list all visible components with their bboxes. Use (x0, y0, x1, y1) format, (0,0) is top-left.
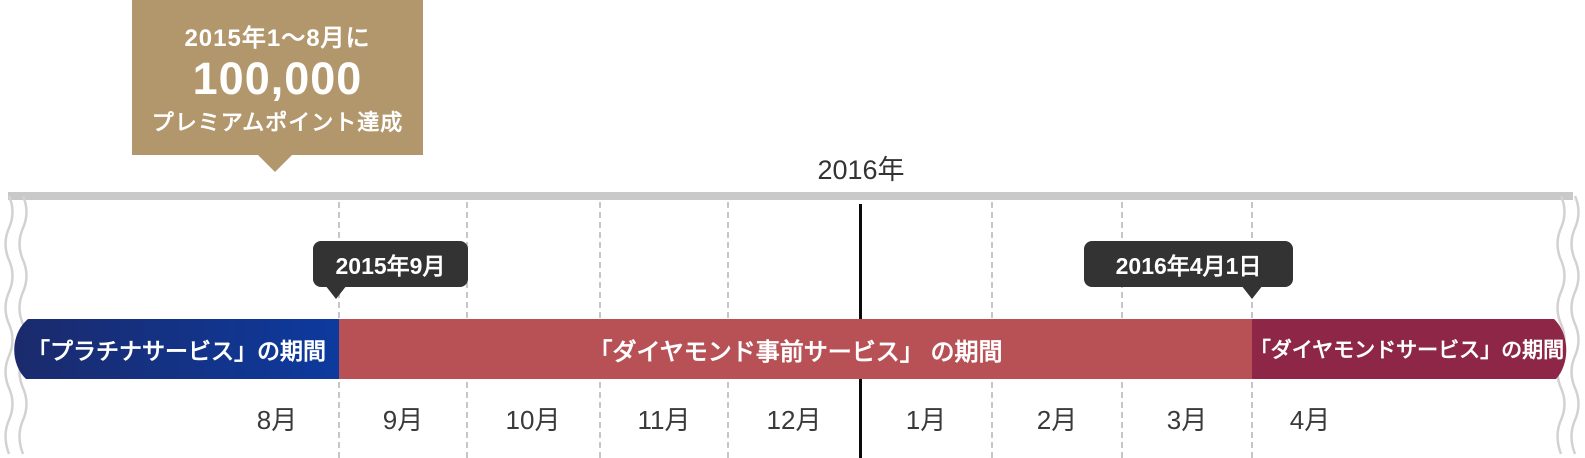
badge-pointer-arrow-icon (1241, 285, 1263, 299)
right-torn-edge-icon (1556, 196, 1580, 455)
timeline-top-border (8, 192, 1573, 200)
month-label-apr: 4月 (1289, 405, 1331, 435)
month-label-nov: 11月 (637, 405, 691, 435)
callout-period-text: 2015年1〜8月に (184, 25, 371, 53)
month-label-aug: 8月 (256, 405, 298, 435)
left-torn-edge-icon (4, 196, 28, 455)
badge-2016-april-1: 2016年4月1日 (1084, 241, 1293, 299)
badge-2015-september: 2015年9月 (313, 241, 468, 299)
bar-platinum-service-label: 「プラチナサービス」の期間 (27, 338, 326, 364)
callout-points-value: 100,000 (192, 53, 363, 105)
month-label-oct: 10月 (505, 405, 561, 435)
month-label-jan: 1月 (905, 405, 947, 435)
callout-achievement-text: プレミアムポイント達成 (151, 109, 404, 135)
bar-diamond-service-label: 「ダイヤモンドサービス」の期間 (1249, 339, 1565, 362)
badge-2015-september-label: 2015年9月 (335, 253, 446, 279)
badge-2016-april-1-label: 2016年4月1日 (1115, 253, 1262, 279)
month-label-dec: 12月 (766, 405, 822, 435)
year-2016-label: 2016年 (817, 155, 905, 185)
month-label-sep: 9月 (382, 405, 424, 435)
bar-diamond-advance-service: 「ダイヤモンド事前サービス」 の期間 (339, 319, 1252, 379)
badge-pointer-arrow-icon (325, 285, 347, 299)
premium-points-callout: 2015年1〜8月に 100,000 プレミアムポイント達成 (132, 0, 423, 172)
month-label-mar: 3月 (1166, 405, 1208, 435)
bar-platinum-service: 「プラチナサービス」の期間 (8, 319, 339, 379)
bar-diamond-service: 「ダイヤモンドサービス」の期間 (1252, 319, 1572, 379)
callout-pointer-arrow-icon (258, 155, 292, 172)
bar-diamond-advance-service-label: 「ダイヤモンド事前サービス」 の期間 (588, 338, 1003, 366)
month-label-feb: 2月 (1036, 405, 1078, 435)
